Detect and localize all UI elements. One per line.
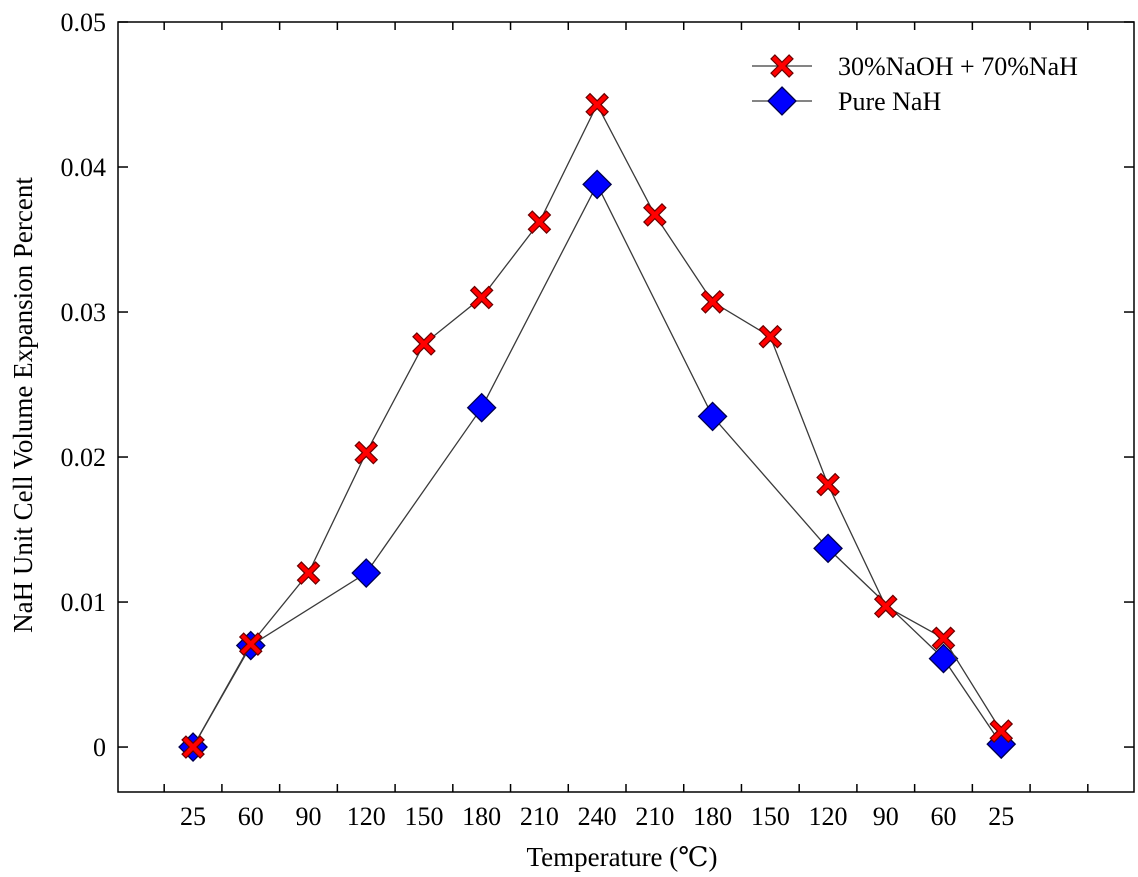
data-point — [585, 92, 609, 117]
x-tick-label: 25 — [180, 802, 206, 831]
data-point-shape — [412, 332, 436, 356]
legend: 30%NaOH + 70%NaH Pure NaH — [752, 52, 1078, 116]
data-point — [296, 561, 321, 585]
data-point — [181, 735, 205, 759]
data-point-shape — [643, 203, 667, 227]
data-point — [873, 594, 898, 619]
y-tick-label: 0.03 — [61, 298, 107, 327]
data-point-shape — [296, 561, 321, 585]
x-tick-label: 60 — [238, 802, 264, 831]
data-point-shape — [700, 290, 725, 314]
series-line — [192, 103, 1002, 748]
series-1 — [178, 169, 1017, 762]
y-tick-label: 0 — [93, 733, 106, 762]
data-point-shape — [238, 632, 263, 656]
data-point — [931, 626, 956, 651]
data-point-shape — [585, 92, 609, 117]
data-point — [758, 324, 783, 349]
y-tick-label: 0.02 — [61, 443, 107, 472]
data-point — [813, 533, 843, 564]
data-point — [582, 169, 613, 200]
data-point — [351, 558, 382, 588]
x-tick-label: 150 — [751, 802, 790, 831]
plot-frame — [117, 21, 1135, 793]
legend-marker-shape — [770, 54, 794, 78]
y-tick-label: 0.05 — [61, 8, 107, 37]
x-tick-label: 120 — [347, 802, 386, 831]
legend-label: 30%NaOH + 70%NaH — [838, 52, 1078, 81]
data-point — [697, 401, 728, 432]
data-point-shape — [931, 626, 956, 651]
data-point — [527, 210, 552, 234]
data-point-shape — [989, 719, 1014, 743]
legend-item: Pure NaH — [752, 86, 941, 116]
legend-item: 30%NaOH + 70%NaH — [752, 52, 1078, 81]
x-axis-label: Temperature (℃) — [527, 842, 718, 872]
data-point-shape — [816, 472, 840, 497]
data-point-shape — [527, 210, 552, 234]
data-point-shape — [181, 735, 205, 759]
data-point-shape — [758, 324, 783, 349]
data-point-shape — [354, 440, 379, 465]
y-tick-label: 0.04 — [61, 153, 107, 182]
x-tick-label: 180 — [462, 802, 501, 831]
y-axis-label: NaH Unit Cell Volume Expansion Percent — [8, 177, 38, 633]
data-point-shape — [873, 594, 898, 619]
x-tick-label: 120 — [809, 802, 848, 831]
x-tick-label: 90 — [873, 802, 899, 831]
data-point — [412, 332, 436, 356]
legend-label: Pure NaH — [838, 87, 941, 116]
plot-border — [117, 21, 1135, 793]
legend-marker — [770, 54, 794, 78]
x-tick-label: 210 — [520, 802, 559, 831]
series-group — [178, 92, 1017, 762]
x-tick-label: 60 — [931, 802, 957, 831]
x-tick-label: 180 — [693, 802, 732, 831]
data-point — [238, 632, 263, 656]
x-tick-label: 210 — [635, 802, 674, 831]
x-tick-label: 150 — [404, 802, 443, 831]
axis-ticks: 0 0.01 0.02 0.03 0.04 0.05 25 60 90 120 150 180 210 2… — [61, 8, 1134, 831]
legend-marker — [767, 86, 797, 116]
data-point — [816, 472, 840, 497]
data-point — [989, 719, 1014, 743]
series-0 — [181, 92, 1014, 759]
y-tick-label: 0.01 — [61, 588, 107, 617]
x-tick-label: 90 — [296, 802, 322, 831]
data-point — [466, 392, 497, 423]
data-point — [469, 285, 494, 310]
data-point — [354, 440, 379, 465]
data-point — [700, 290, 725, 314]
data-point-shape — [469, 285, 494, 310]
series-line — [192, 182, 1002, 748]
data-point — [643, 203, 667, 227]
x-tick-label: 25 — [988, 802, 1014, 831]
x-tick-label: 240 — [578, 802, 617, 831]
